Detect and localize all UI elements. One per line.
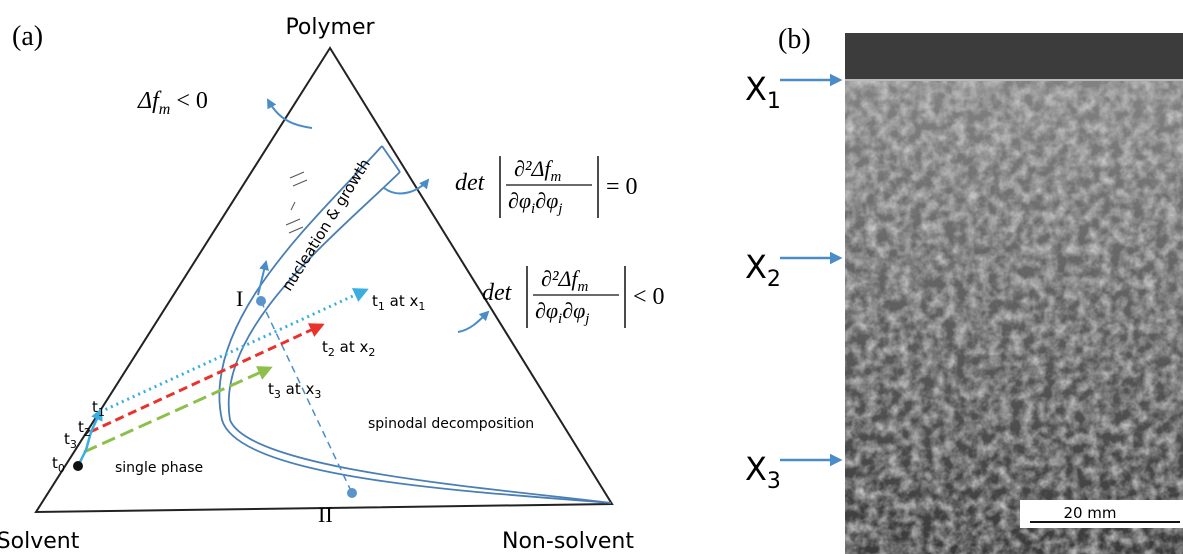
math-label: ∂²Δfm [541,266,589,295]
math-label: = 0 [606,174,638,200]
text-part: ∂φ [562,298,585,323]
text-part: at x [335,338,369,356]
page: body { margin: 0; background: #fff; } sv… [0,0,1183,554]
callout-arrow [268,100,312,128]
start-point [73,461,83,471]
subscript: 2 [368,346,375,359]
ternary-triangle [36,48,612,512]
math-label: ∂φi∂φj [535,298,589,327]
binodal-equation: det ∂²Δfm ∂φi∂φj = 0 [455,156,638,218]
path-arrow [84,368,270,452]
text-part: X [745,450,767,488]
region-label: spinodal decomposition [368,416,534,432]
body: { "panel_a": { "label": "(a)", "vertices… [0,0,1183,554]
subscript: m [551,169,562,185]
text-part: ∂φ [508,188,531,213]
subscript: 1 [418,300,425,313]
text-part: X [745,70,767,108]
position-label: X2 [745,248,781,292]
text-part: ∂²Δf [541,266,580,291]
vertex-label: Polymer [285,15,375,40]
subscript: 1 [767,89,781,114]
subscript: 2 [767,267,781,292]
vertex-label: Solvent [0,529,80,554]
math-label: Δfm< 0 [137,88,208,118]
panel-label: (a) [12,21,43,52]
subscript: 3 [70,438,77,451]
subscript: m [159,101,171,118]
text-part: ∂²Δf [514,156,553,181]
time-label: t2 [78,418,91,439]
math-label: det [482,280,513,306]
vertex-label: Non-solvent [502,529,634,554]
point [256,296,266,306]
text-part: ∂φ [535,188,558,213]
subscript: 1 [378,300,385,313]
subscript: 3 [314,388,321,401]
point [347,488,357,498]
subscript: m [578,279,589,295]
sem-top-band [845,33,1183,80]
math-label: < 0 [633,284,665,310]
figure: (a) Polymer Solvent Non-solvent nucleati… [0,0,1183,554]
point-label: II [318,502,333,527]
path-label: t1 at x1 [372,292,425,313]
spinodal-equation: det ∂²Δfm ∂φi∂φj < 0 [482,266,665,328]
math-label: ∂φi∂φj [508,188,562,217]
time-label: t0 [52,454,65,475]
position-label: X1 [745,70,781,114]
text-part: < 0 [176,88,208,114]
point-label: I [236,286,243,311]
subscript: 2 [84,426,91,439]
path-label: t3 at x3 [268,380,321,401]
text-part: ∂φ [535,298,558,323]
nuclei [286,172,307,233]
text-part: at x [281,380,315,398]
curve-connector [382,146,400,172]
math-label: det [455,170,486,196]
time-label: t3 [64,430,77,451]
region-label: single phase [115,460,203,476]
time-label: t1 [92,398,105,419]
subscript: 0 [58,462,65,475]
panel-label: (b) [778,24,811,55]
spinodal-curve [229,172,611,503]
text-part: at x [385,292,419,310]
path-label: t2 at x2 [322,338,375,359]
subscript: 2 [328,346,335,359]
scale-bar-label: 20 mm [1063,504,1116,522]
sem-texture [845,80,1183,554]
position-label: X3 [745,450,781,494]
callout-arrow [458,312,488,332]
text-part: X [745,248,767,286]
subscript: 1 [98,406,105,419]
subscript: 3 [274,388,281,401]
position-arrows [780,80,840,460]
path-arrow [90,325,322,432]
math-label: ∂²Δfm [514,156,562,185]
subscript: 3 [767,469,781,494]
